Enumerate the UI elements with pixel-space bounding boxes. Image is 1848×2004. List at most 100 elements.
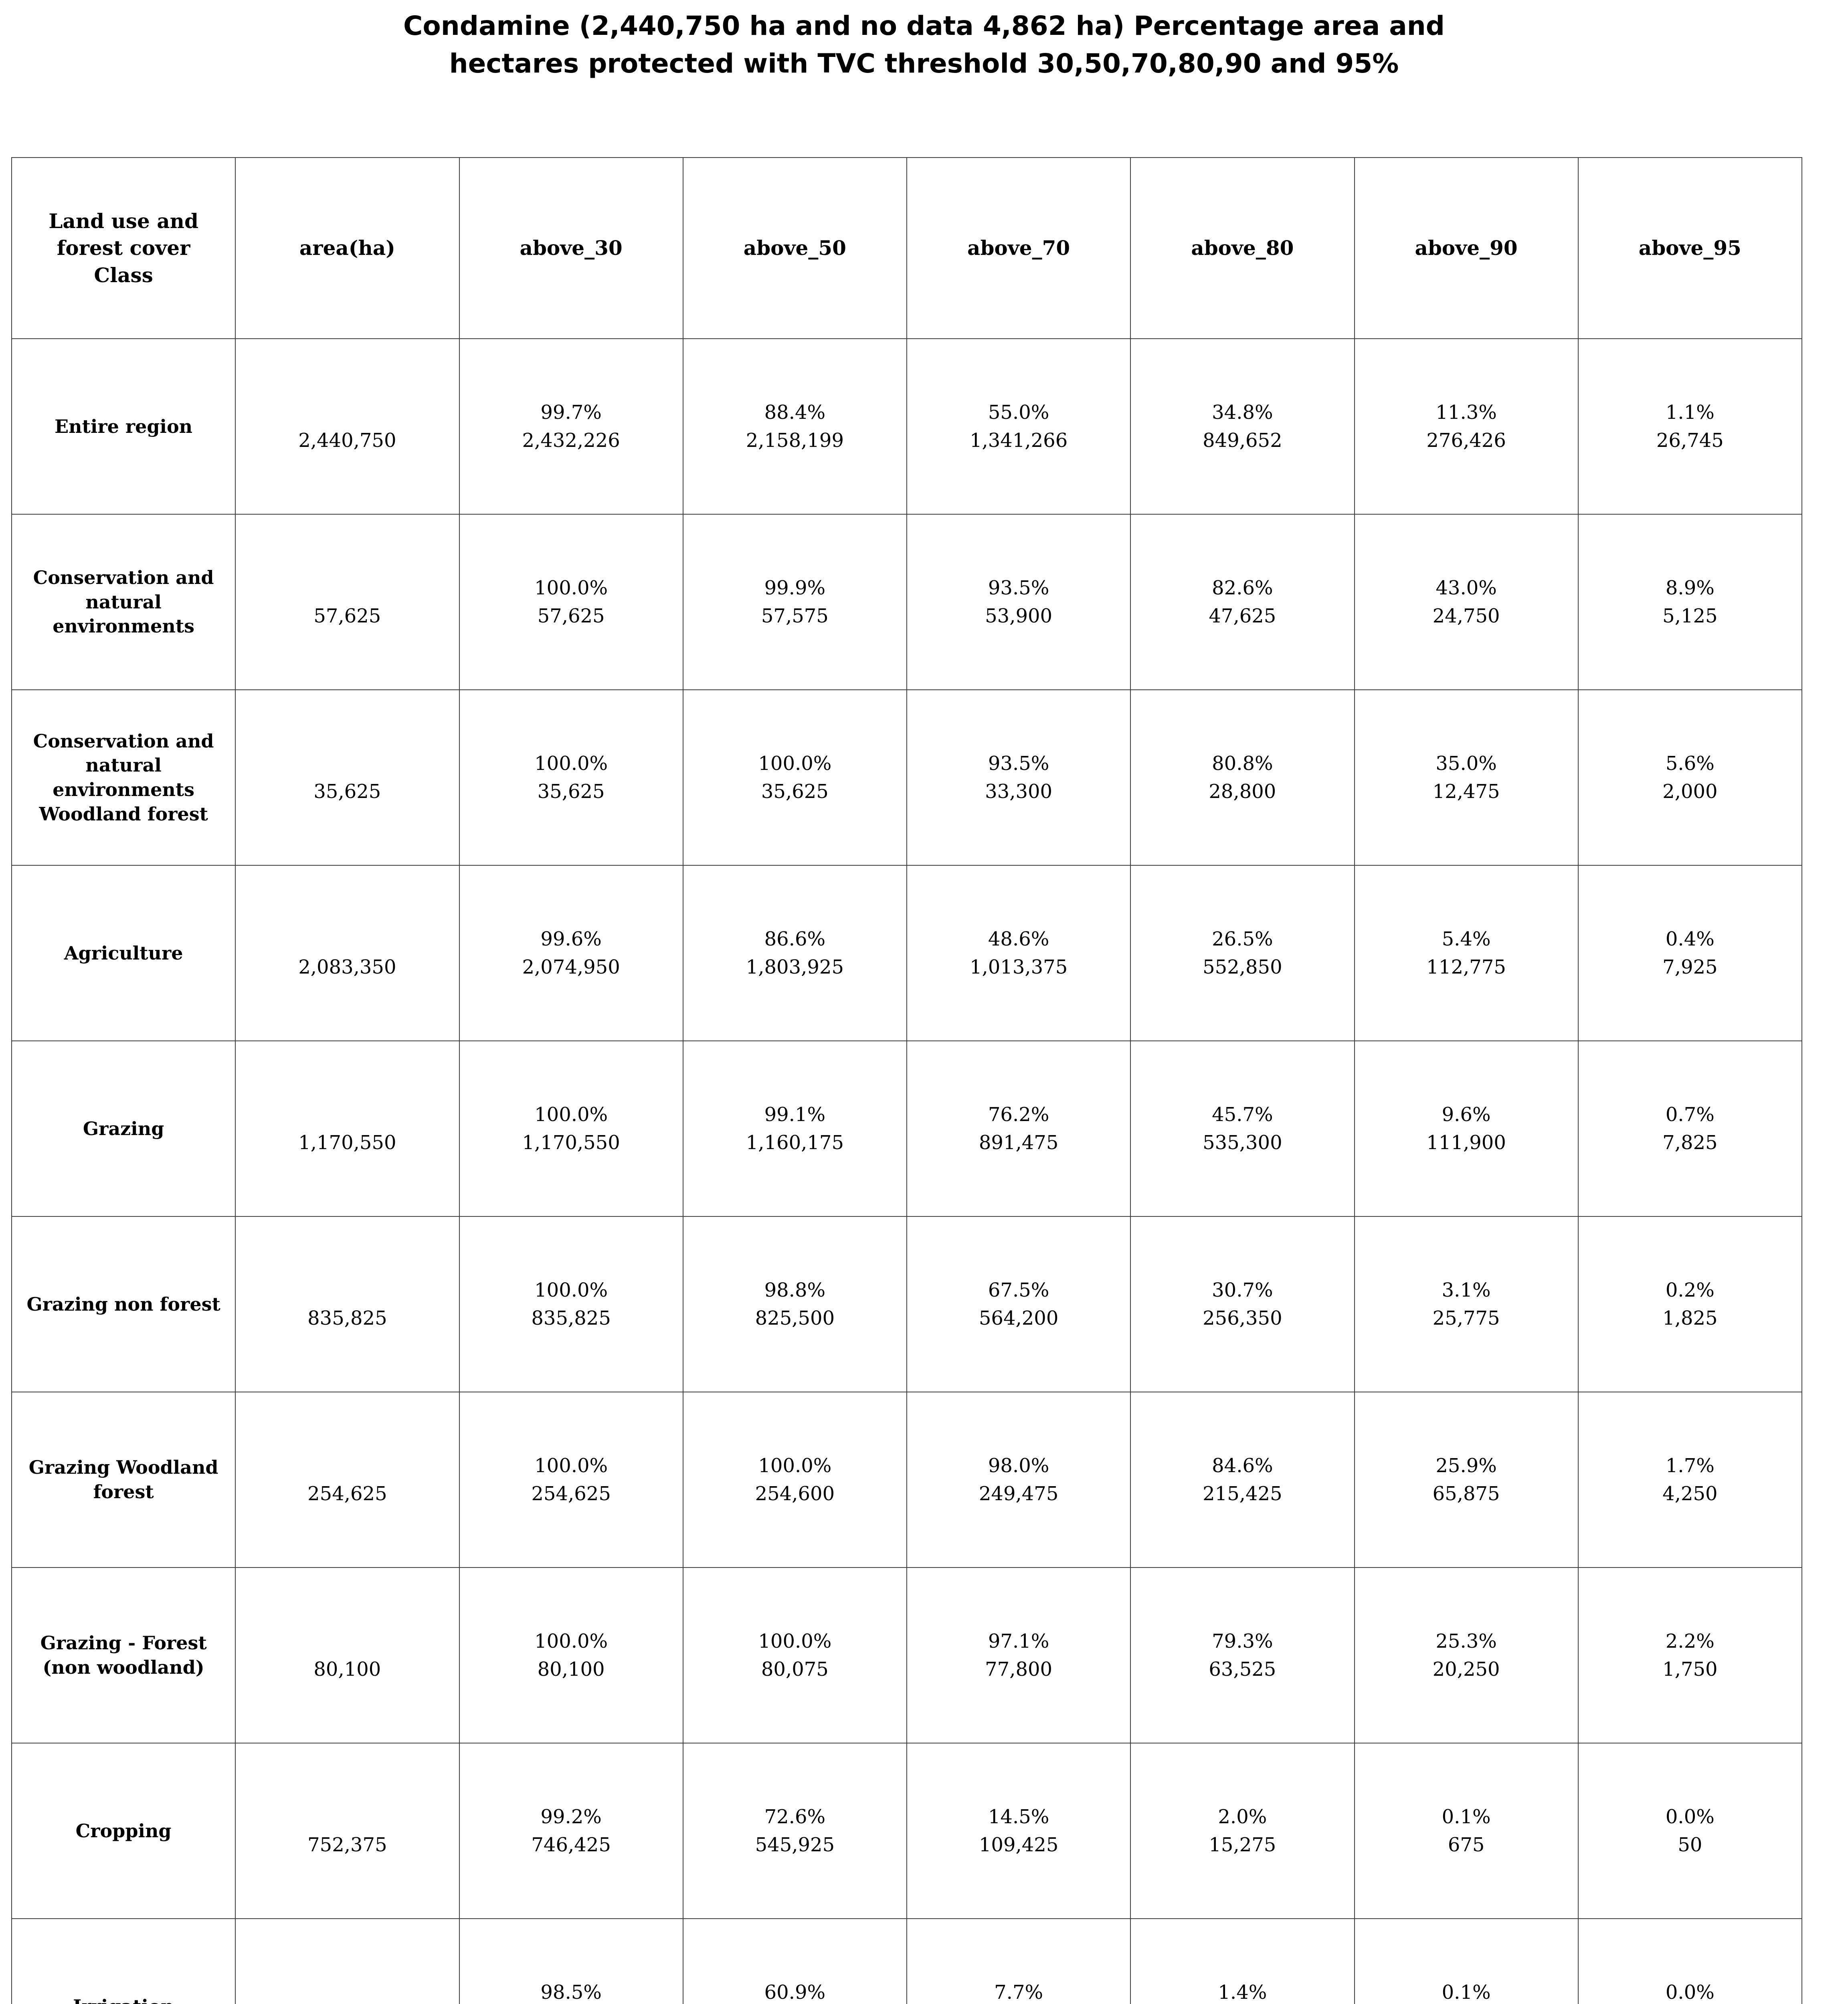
percent-value [238, 1803, 456, 1831]
hectares-value: 215,425 [1203, 1483, 1282, 1505]
table-cell: 99.7% 2,432,226 [459, 338, 683, 515]
percent-value: 100.0% [758, 1455, 832, 1477]
hectares-value: 564,200 [979, 1307, 1059, 1329]
hectares-value: 112,775 [1426, 956, 1506, 978]
table-cell: 35,625 [235, 689, 460, 866]
table-cell: 0.1% 675 [1354, 1743, 1579, 1919]
column-header: Land use and forest cover Class [11, 157, 236, 339]
percent-value: 98.8% [764, 1279, 826, 1301]
percent-value: 1.1% [1665, 401, 1715, 424]
percent-value: 99.2% [540, 1806, 602, 1828]
hectares-value: 1,825 [1662, 1307, 1718, 1329]
table-cell: 100.0% 80,100 [459, 1567, 683, 1743]
hectares-value: 1,803,925 [746, 956, 844, 978]
percent-value: 100.0% [534, 752, 608, 775]
percent-value: 80.8% [1212, 752, 1273, 775]
table-row: Conservation and natural environments 57,… [11, 514, 1803, 690]
table-cell: 34.8% 849,652 [1130, 338, 1355, 515]
hectares-value: 26,745 [1656, 429, 1724, 452]
table-cell: 93.5% 53,900 [906, 514, 1131, 690]
percent-value [238, 925, 456, 953]
hectares-value: 4,250 [1662, 1483, 1718, 1505]
column-header: above_95 [1577, 157, 1803, 339]
hectares-value: 891,475 [979, 1131, 1059, 1154]
table-cell: 60.9%97,575 [682, 1918, 908, 2004]
hectares-value: 254,625 [531, 1483, 611, 1505]
table-cell: 45.7% 535,300 [1130, 1040, 1355, 1217]
table-cell: 8.9% 5,125 [1577, 514, 1803, 690]
table-cell: 7.7%12,300 [906, 1918, 1131, 2004]
table-cell: 14.5% 109,425 [906, 1743, 1131, 1919]
hectares-value: 80,075 [761, 1658, 829, 1681]
percent-value: 76.2% [988, 1103, 1049, 1126]
table-row: Grazing 1,170,550 100.0% 1,170,550 99.1% 1,16… [11, 1040, 1803, 1217]
table-cell: 752,375 [235, 1743, 460, 1919]
table-body: Entire region 2,440,750 99.7% 2,432,226 88.4… [11, 338, 1803, 2004]
hectares-value: 254,625 [307, 1483, 387, 1505]
table-cell: 2.0% 15,275 [1130, 1743, 1355, 1919]
table-cell: 76.2% 891,475 [906, 1040, 1131, 1217]
table-cell: 254,625 [235, 1392, 460, 1568]
table-cell: 84.6% 215,425 [1130, 1392, 1355, 1568]
hectares-value: 35,625 [761, 780, 829, 803]
table-cell: 100.0% 254,625 [459, 1392, 683, 1568]
table-cell: 98.0% 249,475 [906, 1392, 1131, 1568]
table-cell: 1.7% 4,250 [1577, 1392, 1803, 1568]
table-cell: 0.7% 7,825 [1577, 1040, 1803, 1217]
column-header: above_70 [906, 157, 1131, 339]
hectares-value: 545,925 [755, 1834, 835, 1856]
table-cell: 99.6% 2,074,950 [459, 865, 683, 1041]
percent-value: 0.1% [1442, 1806, 1491, 1828]
percent-value: 45.7% [1212, 1103, 1273, 1126]
percent-value: 100.0% [534, 1455, 608, 1477]
row-label: Cropping [11, 1743, 236, 1919]
column-header: above_30 [459, 157, 683, 339]
table-cell: 30.7% 256,350 [1130, 1216, 1355, 1392]
percent-value: 2.0% [1218, 1806, 1267, 1828]
hectares-value: 33,300 [985, 780, 1053, 803]
column-header: area(ha) [235, 157, 460, 339]
percent-value: 35.0% [1436, 752, 1497, 775]
table-row: Cropping 752,375 99.2% 746,425 72.6% 545,925 1… [11, 1743, 1803, 1919]
table-row: Grazing Woodland forest 254,625 100.0% 254,… [11, 1392, 1803, 1568]
percent-value: 5.6% [1665, 752, 1715, 775]
percent-value: 0.0% [1665, 1981, 1715, 2004]
table-row: Conservation and natural environments Wo… [11, 689, 1803, 866]
percent-value: 25.9% [1436, 1455, 1497, 1477]
hectares-value: 835,825 [531, 1307, 611, 1329]
hectares-value: 2,083,350 [298, 956, 396, 978]
table-cell: 48.6% 1,013,375 [906, 865, 1131, 1041]
percent-value: 1.4% [1218, 1981, 1267, 2004]
table-cell: 3.1% 25,775 [1354, 1216, 1579, 1392]
percent-value [238, 1276, 456, 1304]
hectares-value: 552,850 [1203, 956, 1282, 978]
hectares-value: 50 [1678, 1834, 1702, 1856]
table-cell: 100.0% 35,625 [682, 689, 908, 866]
data-table: Land use and forest cover Class area(ha) a… [11, 157, 1803, 2004]
table-cell: 0.0%50 [1577, 1918, 1803, 2004]
table-cell: 835,825 [235, 1216, 460, 1392]
percent-value: 8.9% [1665, 577, 1715, 599]
percent-value [238, 1101, 456, 1129]
hectares-value: 35,625 [313, 780, 381, 803]
percent-value: 48.6% [988, 928, 1049, 950]
row-label: Conservation and natural environments Wo… [11, 689, 236, 866]
table-cell: 100.0% 80,075 [682, 1567, 908, 1743]
percent-value: 30.7% [1212, 1279, 1273, 1301]
percent-value: 11.3% [1436, 401, 1497, 424]
table-cell: 26.5% 552,850 [1130, 865, 1355, 1041]
table-cell: 0.1%200 [1354, 1918, 1579, 2004]
percent-value: 100.0% [758, 1630, 832, 1652]
percent-value: 98.5% [540, 1981, 602, 2004]
hectares-value: 1,160,175 [746, 1131, 844, 1154]
hectares-value: 849,652 [1203, 429, 1282, 452]
percent-value: 2.2% [1665, 1630, 1715, 1652]
hectares-value: 825,500 [755, 1307, 835, 1329]
percent-value: 5.4% [1442, 928, 1491, 950]
hectares-value: 28,800 [1209, 780, 1276, 803]
table-row: Grazing non forest 835,825 100.0% 835,825 98… [11, 1216, 1803, 1392]
hectares-value: 20,250 [1432, 1658, 1500, 1681]
table-cell: 72.6% 545,925 [682, 1743, 908, 1919]
table-cell: 98.8% 825,500 [682, 1216, 908, 1392]
table-row: Agriculture 2,083,350 99.6% 2,074,950 86.6% 1… [11, 865, 1803, 1041]
